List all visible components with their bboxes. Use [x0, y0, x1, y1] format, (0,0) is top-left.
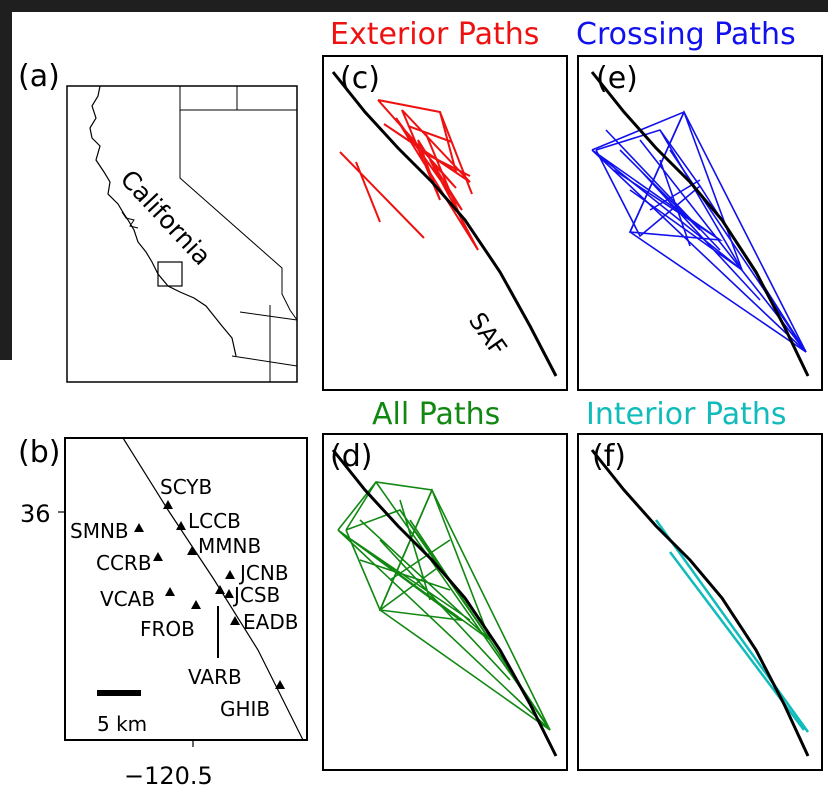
panel-d-frame [322, 433, 568, 771]
panel-c: Exterior Paths (c) SAF [322, 17, 568, 391]
station-label: VCAB [100, 587, 155, 611]
fault-line-e [590, 71, 810, 377]
station-marker-icon [163, 500, 173, 509]
panel-d: All Paths (d) [322, 397, 568, 771]
state-border-nevada [179, 110, 298, 321]
station-label: SCYB [160, 475, 212, 499]
station-marker-icon [275, 680, 285, 689]
exterior-path-cluster [377, 99, 479, 251]
panel-f-title: Interior Paths [586, 397, 787, 432]
panel-e: Crossing Paths (e) [576, 17, 823, 391]
exterior-path-west [339, 151, 425, 239]
panel-b-frame [64, 437, 308, 741]
crossing-path-inner [605, 111, 807, 353]
lat-tick-label: 36 [20, 500, 51, 528]
state-border-arizona [239, 311, 298, 321]
panel-c-frame [322, 55, 568, 391]
station-vcab: VCAB [100, 587, 175, 611]
station-marker-icon [187, 546, 197, 555]
station-label: EADB [243, 610, 298, 634]
station-label: GHIB [220, 697, 270, 721]
station-label: JCNB [238, 561, 289, 585]
panel-c-title: Exterior Paths [330, 17, 539, 52]
sf-bay [121, 211, 139, 229]
station-frob: FROB [140, 600, 201, 641]
all-path-outer [337, 481, 551, 731]
station-smnb: SMNB [70, 519, 144, 543]
station-lccb: LCCB [176, 509, 241, 533]
scale-label: 5 km [97, 712, 147, 736]
panel-f: Interior Paths (f) [577, 397, 823, 771]
station-ccrb: CCRB [96, 551, 163, 575]
station-marker-icon [153, 552, 163, 561]
study-area-box [157, 261, 183, 287]
screen-border-top [0, 0, 828, 12]
panel-b: (b) 36 −120.5 5 km SCYB LCCB SMNB [18, 435, 308, 788]
station-marker-icon [176, 521, 186, 530]
screen-border-left [0, 0, 12, 360]
fault-line-f [590, 449, 810, 757]
california-label: California [115, 164, 217, 271]
station-label: LCCB [188, 509, 241, 533]
station-marker-icon [134, 523, 144, 532]
station-marker-icon [224, 589, 234, 598]
border-mexico [231, 355, 298, 367]
crossing-path-lines [591, 110, 807, 353]
fault-trace-b [122, 437, 304, 741]
interior-path-lines [654, 519, 810, 733]
state-border-oregon [179, 86, 297, 111]
station-scyb: SCYB [160, 475, 212, 509]
fault-line-c [331, 71, 558, 377]
panel-d-title: All Paths [372, 397, 500, 432]
station-label: VARB [188, 665, 242, 689]
station-jcnb: JCNB [225, 561, 289, 585]
panel-a-frame [66, 85, 298, 383]
lon-tick-label: −120.5 [124, 762, 213, 788]
exterior-path-lines [339, 99, 479, 251]
fault-line-d [331, 449, 558, 757]
panel-a: (a) California [18, 59, 298, 383]
panel-c-label: (c) [340, 61, 380, 96]
scale-bar [97, 690, 141, 696]
exterior-path-extra [407, 111, 473, 231]
panel-a-label: (a) [18, 59, 60, 94]
station-label: JCSB [232, 583, 280, 607]
station-marker-icon [165, 587, 175, 596]
station-label: FROB [140, 617, 195, 641]
station-eadb: EADB [230, 610, 298, 634]
all-path-lines [337, 481, 551, 731]
station-varb: VARB [188, 665, 285, 689]
coastline [89, 85, 237, 357]
station-marker-icon [225, 570, 235, 579]
all-path-inner [351, 481, 551, 731]
interior-path-1 [654, 519, 810, 733]
station-ghib: GHIB [220, 697, 270, 721]
panel-f-frame [577, 433, 823, 771]
station-jcsb: JCSB [215, 583, 280, 607]
panel-e-title: Crossing Paths [576, 17, 796, 52]
crossing-path-mesh [595, 129, 807, 353]
station-label: CCRB [96, 551, 152, 575]
panel-e-frame [577, 55, 823, 391]
station-label: SMNB [70, 519, 129, 543]
station-label: MMNB [198, 534, 261, 558]
station-marker-icon [230, 616, 240, 625]
panel-e-label: (e) [596, 61, 638, 96]
panel-b-label: (b) [18, 435, 60, 470]
station-mmnb: MMNB [187, 534, 261, 558]
saf-label: SAF [463, 307, 512, 361]
station-marker-icon [191, 600, 201, 609]
station-marker-icon [215, 585, 225, 594]
